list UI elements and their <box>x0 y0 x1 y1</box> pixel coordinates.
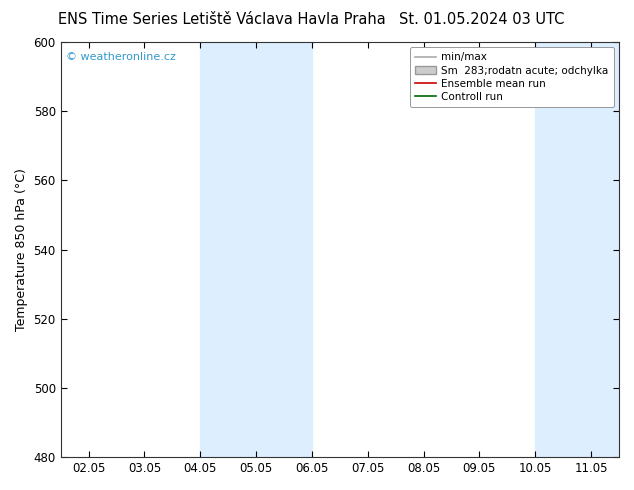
Bar <box>535 42 624 457</box>
Y-axis label: Temperature 850 hPa (°C): Temperature 850 hPa (°C) <box>15 168 28 331</box>
Text: © weatheronline.cz: © weatheronline.cz <box>66 52 176 62</box>
Text: St. 01.05.2024 03 UTC: St. 01.05.2024 03 UTC <box>399 12 564 27</box>
Legend: min/max, Sm  283;rodatn acute; odchylka, Ensemble mean run, Controll run: min/max, Sm 283;rodatn acute; odchylka, … <box>410 47 614 107</box>
Text: ENS Time Series Letiště Václava Havla Praha: ENS Time Series Letiště Václava Havla Pr… <box>58 12 385 27</box>
Bar <box>200 42 312 457</box>
